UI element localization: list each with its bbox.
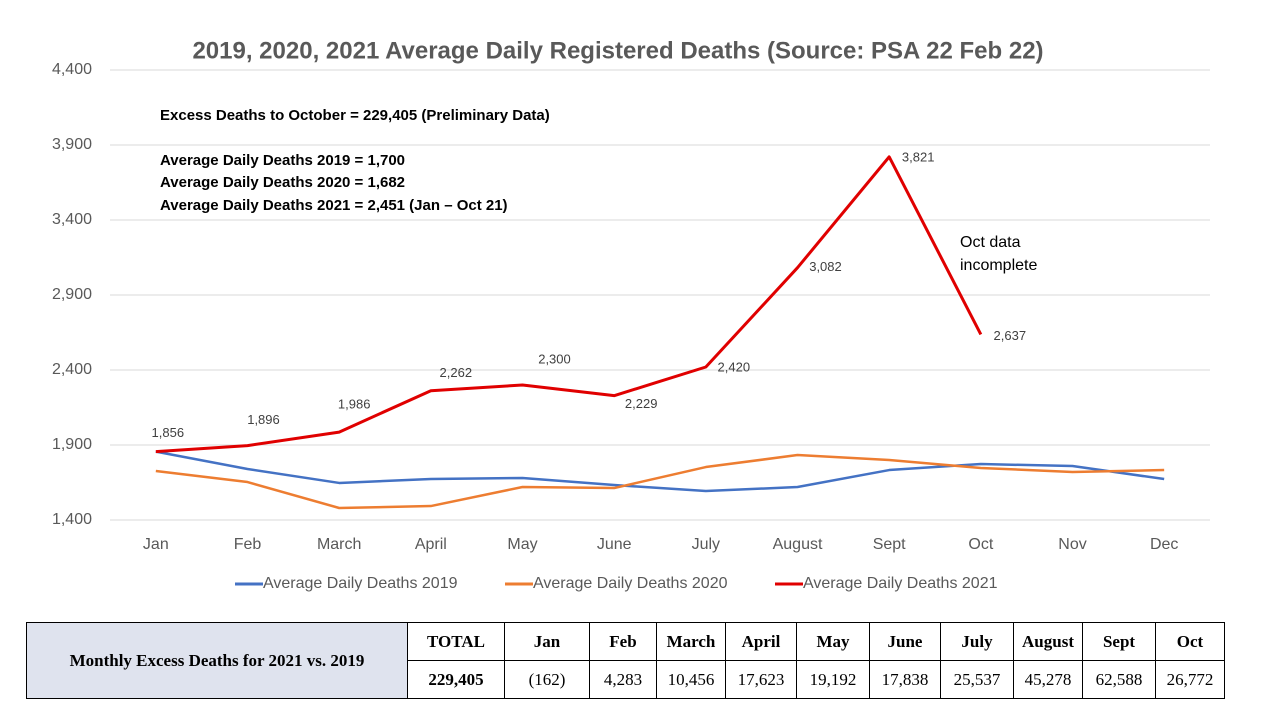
x-tick-label: Jan (143, 536, 169, 553)
table-cell: 4,283 (589, 660, 657, 699)
value-label: 3,082 (809, 259, 842, 274)
value-label: 1,986 (338, 397, 371, 412)
table-cell: 229,405 (407, 660, 505, 699)
annotation: Excess Deaths to October = 229,405 (Prel… (160, 107, 550, 124)
y-tick-label: 1,400 (52, 511, 92, 528)
table-cell: 17,838 (869, 660, 941, 699)
value-label: 2,229 (625, 396, 658, 411)
value-label: 1,856 (152, 425, 185, 440)
y-tick-label: 3,900 (52, 136, 92, 153)
y-tick-label: 3,400 (52, 211, 92, 228)
x-tick-label: July (692, 536, 720, 553)
legend-label: Average Daily Deaths 2021 (803, 575, 998, 592)
table-cell: TOTAL (407, 622, 505, 661)
table-cell: March (656, 622, 726, 661)
y-tick-label: 2,900 (52, 286, 92, 303)
y-tick-label: 1,900 (52, 436, 92, 453)
annotation: Oct data (960, 234, 1021, 251)
table-cell: 25,537 (940, 660, 1014, 699)
annotation: Average Daily Deaths 2020 = 1,682 (160, 174, 405, 191)
y-tick-label: 4,400 (52, 61, 92, 78)
series-line (155, 155, 983, 454)
table-cell: 26,772 (1155, 660, 1225, 699)
table-cell: 45,278 (1013, 660, 1083, 699)
table-cell: 10,456 (656, 660, 726, 699)
table-cell: Feb (589, 622, 657, 661)
table-cell: (162) (504, 660, 590, 699)
x-tick-label: April (415, 536, 447, 553)
series-line (155, 453, 1165, 510)
value-label: 3,821 (902, 149, 935, 164)
x-tick-label: Dec (1150, 536, 1178, 553)
table-header: Monthly Excess Deaths for 2021 vs. 2019 (26, 622, 408, 699)
table-cell: Sept (1082, 622, 1156, 661)
table-cell: August (1013, 622, 1083, 661)
x-tick-label: Oct (968, 536, 993, 553)
x-tick-label: Feb (234, 536, 262, 553)
table-cell: June (869, 622, 941, 661)
table-cell: July (940, 622, 1014, 661)
table-cell: May (796, 622, 870, 661)
value-label: 2,262 (440, 365, 473, 380)
table-cell: 19,192 (796, 660, 870, 699)
value-label: 2,637 (994, 328, 1027, 343)
table-cell: Jan (504, 622, 590, 661)
excess-table: Monthly Excess Deaths for 2021 vs. 2019 T… (26, 622, 1225, 699)
value-label: 1,896 (247, 412, 280, 427)
chart: 2019, 2020, 2021 Average Daily Registere… (52, 37, 1210, 592)
annotation: incomplete (960, 257, 1037, 274)
value-label: 2,300 (538, 351, 571, 366)
x-tick-label: May (507, 536, 537, 553)
table-cell: 62,588 (1082, 660, 1156, 699)
chart-title: 2019, 2020, 2021 Average Daily Registere… (192, 37, 1043, 64)
x-tick-label: Nov (1058, 536, 1086, 553)
annotation: Average Daily Deaths 2019 = 1,700 (160, 152, 405, 169)
value-label: 2,420 (718, 359, 751, 374)
table-cell: 17,623 (725, 660, 797, 699)
x-tick-label: June (597, 536, 632, 553)
series-line (155, 450, 1165, 493)
table-cell: April (725, 622, 797, 661)
y-tick-label: 2,400 (52, 361, 92, 378)
x-tick-label: August (773, 536, 823, 553)
annotation: Average Daily Deaths 2021 = 2,451 (Jan –… (160, 197, 508, 214)
legend-label: Average Daily Deaths 2020 (533, 575, 728, 592)
x-tick-label: March (317, 536, 361, 553)
table-cell: Oct (1155, 622, 1225, 661)
x-tick-label: Sept (873, 536, 906, 553)
legend-label: Average Daily Deaths 2019 (263, 575, 458, 592)
